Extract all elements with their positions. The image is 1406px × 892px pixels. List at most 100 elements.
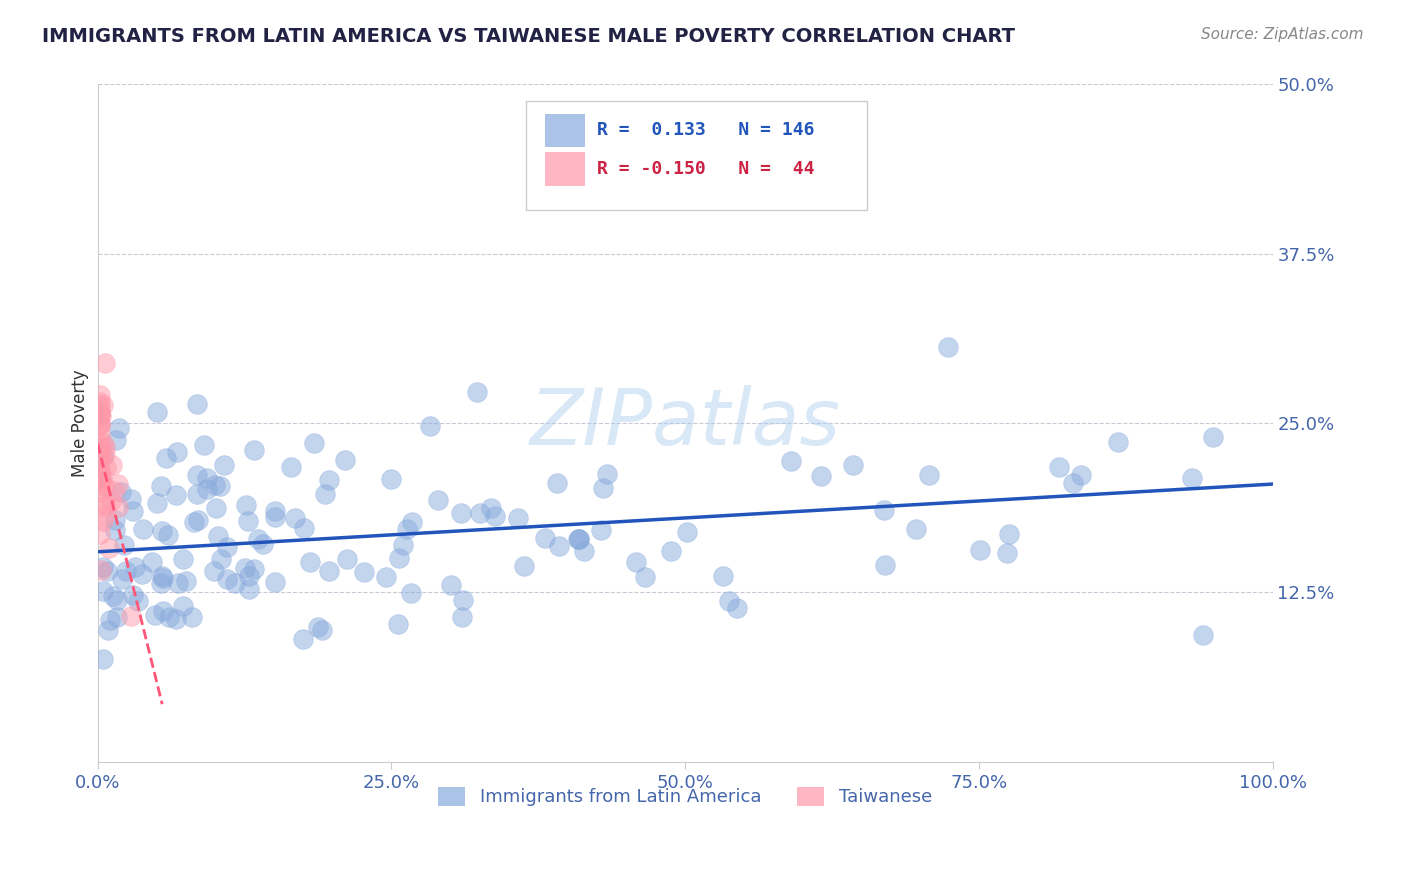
Point: [124, 559, 146, 574]
Point: [224, 576, 246, 591]
Point: [465, 384, 488, 399]
FancyBboxPatch shape: [546, 113, 585, 147]
Point: [246, 532, 269, 546]
Point: [110, 485, 132, 500]
Point: [1107, 434, 1129, 449]
Text: R =  0.133   N = 146: R = 0.133 N = 146: [598, 121, 814, 139]
Point: [298, 555, 321, 569]
Legend: Immigrants from Latin America, Taiwanese: Immigrants from Latin America, Taiwanese: [430, 780, 939, 814]
Point: [89, 441, 111, 455]
Point: [122, 588, 145, 602]
Point: [94, 459, 117, 474]
Point: [676, 524, 699, 539]
Point: [157, 610, 180, 624]
Point: [209, 479, 232, 493]
Point: [353, 565, 375, 579]
Point: [395, 522, 418, 536]
Point: [484, 509, 506, 524]
Point: [205, 500, 228, 515]
Point: [98, 614, 121, 628]
Point: [333, 452, 356, 467]
Point: [212, 458, 235, 473]
Point: [146, 405, 169, 419]
Point: [998, 527, 1021, 541]
Text: IMMIGRANTS FROM LATIN AMERICA VS TAIWANESE MALE POVERTY CORRELATION CHART: IMMIGRANTS FROM LATIN AMERICA VS TAIWANE…: [42, 27, 1015, 45]
Point: [548, 539, 571, 553]
Point: [89, 418, 111, 433]
Point: [202, 564, 225, 578]
Point: [401, 586, 423, 600]
Point: [318, 564, 340, 578]
Point: [1047, 460, 1070, 475]
Point: [91, 514, 114, 528]
Point: [146, 496, 169, 510]
Point: [252, 537, 274, 551]
Point: [568, 532, 591, 546]
Point: [1181, 471, 1204, 485]
Point: [94, 356, 117, 370]
Point: [93, 584, 115, 599]
Point: [93, 449, 115, 463]
Point: [533, 532, 555, 546]
Point: [284, 511, 307, 525]
Point: [89, 407, 111, 421]
Point: [120, 608, 142, 623]
Point: [96, 565, 118, 579]
FancyBboxPatch shape: [546, 153, 585, 186]
Point: [387, 616, 409, 631]
Point: [314, 486, 336, 500]
Point: [108, 421, 131, 435]
Point: [280, 459, 302, 474]
Point: [93, 559, 115, 574]
Point: [873, 558, 896, 572]
Point: [93, 477, 115, 491]
Point: [574, 543, 596, 558]
Point: [101, 589, 124, 603]
Point: [596, 467, 619, 482]
Point: [89, 474, 111, 488]
Point: [311, 624, 333, 638]
Point: [235, 498, 257, 512]
Point: [451, 610, 474, 624]
Point: [513, 558, 536, 573]
Point: [165, 488, 187, 502]
Point: [186, 397, 208, 411]
Point: [186, 487, 208, 501]
Point: [93, 499, 115, 513]
Point: [388, 551, 411, 566]
Point: [1192, 628, 1215, 642]
Point: [152, 571, 174, 585]
Point: [827, 186, 849, 200]
Point: [100, 458, 122, 472]
Point: [89, 394, 111, 409]
Point: [89, 426, 111, 441]
Point: [207, 529, 229, 543]
Point: [132, 522, 155, 536]
Point: [470, 506, 492, 520]
Point: [89, 450, 111, 464]
Point: [336, 552, 359, 566]
Point: [105, 609, 128, 624]
Point: [93, 495, 115, 509]
Point: [89, 460, 111, 475]
Point: [375, 570, 398, 584]
Text: R = -0.150   N =  44: R = -0.150 N = 44: [598, 160, 814, 178]
Text: Source: ZipAtlas.com: Source: ZipAtlas.com: [1201, 27, 1364, 42]
Point: [718, 594, 741, 608]
Point: [659, 543, 682, 558]
Point: [450, 506, 472, 520]
Point: [567, 532, 589, 546]
Point: [318, 473, 340, 487]
Point: [810, 468, 832, 483]
Point: [131, 567, 153, 582]
Point: [89, 443, 111, 458]
Point: [89, 400, 111, 414]
Point: [89, 465, 111, 479]
Point: [90, 562, 112, 576]
Point: [307, 620, 329, 634]
Point: [166, 445, 188, 459]
Point: [479, 501, 502, 516]
Point: [166, 576, 188, 591]
Point: [193, 438, 215, 452]
Point: [1201, 430, 1223, 444]
